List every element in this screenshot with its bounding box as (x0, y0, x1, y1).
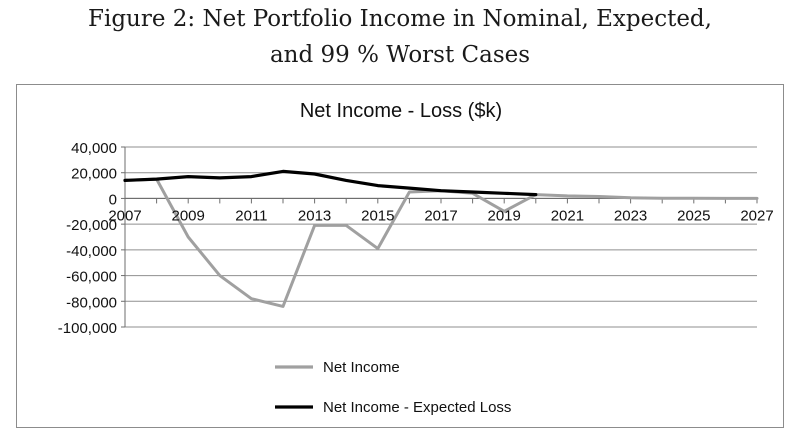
y-tick-labels: 40,000 20,000 0 -20,000 -40,000 -60,000 -80,00… (58, 140, 117, 337)
x-tick-label: 2011 (235, 207, 267, 224)
x-tick-label: 2009 (172, 207, 205, 224)
x-tick-label: 2015 (361, 207, 394, 224)
x-tick-label: 2013 (298, 207, 331, 224)
chart-title: Net Income - Loss ($k) (300, 100, 502, 122)
y-tick-label: 40,000 (71, 140, 117, 157)
series-lines (123, 169, 759, 308)
x-tick-label: 2027 (740, 207, 773, 224)
y-tick-label: 20,000 (71, 166, 117, 183)
y-tick-label: -100,000 (58, 320, 117, 337)
gridlines (125, 146, 757, 328)
figure-title-line-1: Figure 2: Net Portfolio Income in Nomina… (88, 6, 712, 32)
x-tick-label: 2025 (677, 207, 710, 224)
y-tick-label: -20,000 (66, 217, 117, 234)
net-income-line-chart: Net Income - Loss ($k) 40,000 20,000 0 -20,… (58, 100, 774, 416)
y-tick-label: -40,000 (66, 243, 117, 260)
x-tick-label: 2007 (108, 207, 141, 224)
y-tick-label: -80,000 (66, 294, 117, 311)
x-tick-label: 2021 (551, 207, 584, 224)
series-line-net-income-expected-loss (123, 169, 538, 197)
x-tick-labels: 2007 2009 2011 2013 2015 2017 2019 2021 2023 2025… (108, 207, 773, 224)
y-tick-label: 0 (109, 191, 117, 208)
y-tick-label: -60,000 (66, 269, 117, 286)
legend-label-expected-loss: Net Income - Expected Loss (323, 399, 511, 416)
axes (121, 146, 758, 328)
legend-label-net-income: Net Income (323, 359, 400, 376)
x-tick-label: 2023 (614, 207, 647, 224)
x-tick-label: 2019 (488, 207, 521, 224)
x-tick-label: 2017 (424, 207, 457, 224)
chart-frame: Net Income - Loss ($k) 40,000 20,000 0 -20,… (16, 84, 784, 428)
figure-title-line-2: and 99 % Worst Cases (269, 42, 531, 68)
legend: Net Income Net Income - Expected Loss (275, 359, 511, 416)
